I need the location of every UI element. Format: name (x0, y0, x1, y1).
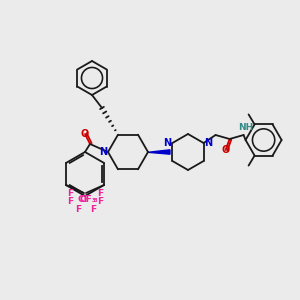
Polygon shape (148, 150, 170, 154)
Text: O: O (221, 145, 230, 155)
Text: NH: NH (238, 122, 253, 131)
Text: ₃: ₃ (91, 196, 95, 205)
Text: CF: CF (78, 196, 90, 205)
Text: N: N (163, 138, 172, 148)
Text: F: F (97, 197, 103, 206)
Text: N: N (99, 147, 107, 157)
Text: F: F (75, 205, 81, 214)
Text: F: F (67, 197, 73, 206)
Text: N: N (205, 138, 213, 148)
Text: O: O (81, 129, 89, 139)
Text: ₃: ₃ (93, 196, 97, 205)
Text: F: F (97, 190, 103, 199)
Text: F: F (90, 205, 96, 214)
Text: F: F (67, 190, 73, 199)
Text: CF: CF (80, 196, 92, 205)
